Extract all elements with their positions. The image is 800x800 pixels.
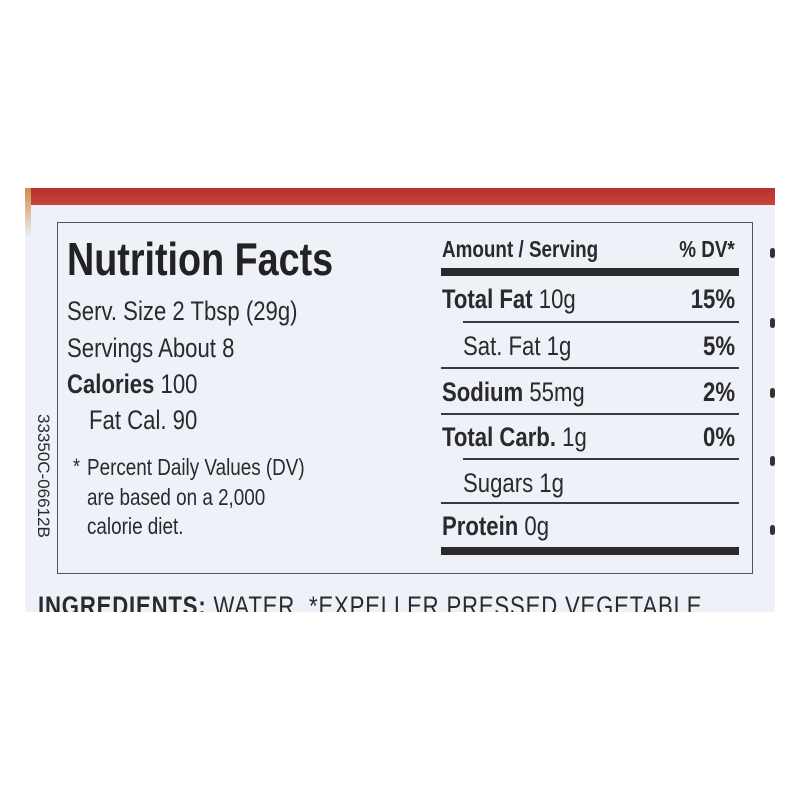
header-dv: % DV*: [679, 236, 735, 262]
divider: [463, 321, 739, 323]
divider: [441, 502, 739, 504]
edge-mark: [770, 456, 775, 466]
row-protein: Protein 0g: [442, 511, 549, 542]
nutrition-label-photo: 33350C-06612B Nutrition Facts Serv. Size…: [25, 188, 775, 612]
row-sodium: Sodium 55mg: [442, 377, 585, 408]
header-amount: Amount / Serving: [442, 236, 599, 262]
calories-label: Calories: [67, 369, 155, 399]
ingredients: INGREDIENTS: WATER, *EXPELLER PRESSED VE…: [38, 591, 702, 612]
edge-mark: [770, 248, 775, 258]
dv-sodium: 2%: [702, 377, 735, 407]
nutrient-amount: 0g: [524, 511, 550, 541]
dv-total-fat: 15%: [690, 284, 735, 314]
edge-mark: [770, 388, 775, 398]
footnote-line: Percent Daily Values (DV): [87, 454, 305, 480]
dv-sat-fat: 5%: [702, 331, 735, 361]
divider: [441, 367, 739, 369]
servings: Servings About 8: [67, 333, 235, 363]
divider: [463, 458, 739, 460]
nutrient-name: Protein: [442, 511, 519, 541]
red-band: [25, 188, 775, 205]
nutrient-amount: 10g: [538, 284, 576, 314]
calories: Calories 100: [67, 369, 197, 400]
footnote-star: *: [73, 454, 81, 479]
nutrient-amount: 1g: [562, 422, 587, 452]
nutrient-name: Total Fat: [442, 284, 533, 314]
title: Nutrition Facts: [67, 233, 334, 285]
edge-mark: [770, 318, 775, 328]
divider-thick: [441, 547, 739, 555]
side-code: 33350C-06612B: [34, 414, 53, 538]
edge-mark: [770, 525, 775, 535]
fat-calories: Fat Cal. 90: [89, 405, 198, 435]
divider: [441, 413, 739, 415]
row-total-carb: Total Carb. 1g: [442, 422, 587, 453]
row-sugars: Sugars 1g: [463, 468, 564, 498]
ingredients-text: WATER, *EXPELLER PRESSED VEGETABLE: [213, 591, 703, 612]
ingredients-label: INGREDIENTS:: [38, 591, 207, 612]
divider-thick: [441, 268, 739, 276]
dv-total-carb: 0%: [702, 422, 735, 452]
nutrient-amount: 55mg: [529, 377, 585, 407]
row-total-fat: Total Fat 10g: [442, 284, 576, 315]
row-sat-fat: Sat. Fat 1g: [463, 331, 572, 361]
orange-edge: [25, 188, 31, 238]
calories-value: 100: [160, 369, 198, 399]
nutrient-name: Total Carb.: [442, 422, 556, 452]
serving-size: Serv. Size 2 Tbsp (29g): [67, 296, 298, 326]
nutrient-name: Sodium: [442, 377, 524, 407]
nutrition-facts-box: [57, 222, 753, 574]
footnote-line: calorie diet.: [87, 513, 184, 539]
footnote-line: are based on a 2,000: [87, 484, 266, 510]
